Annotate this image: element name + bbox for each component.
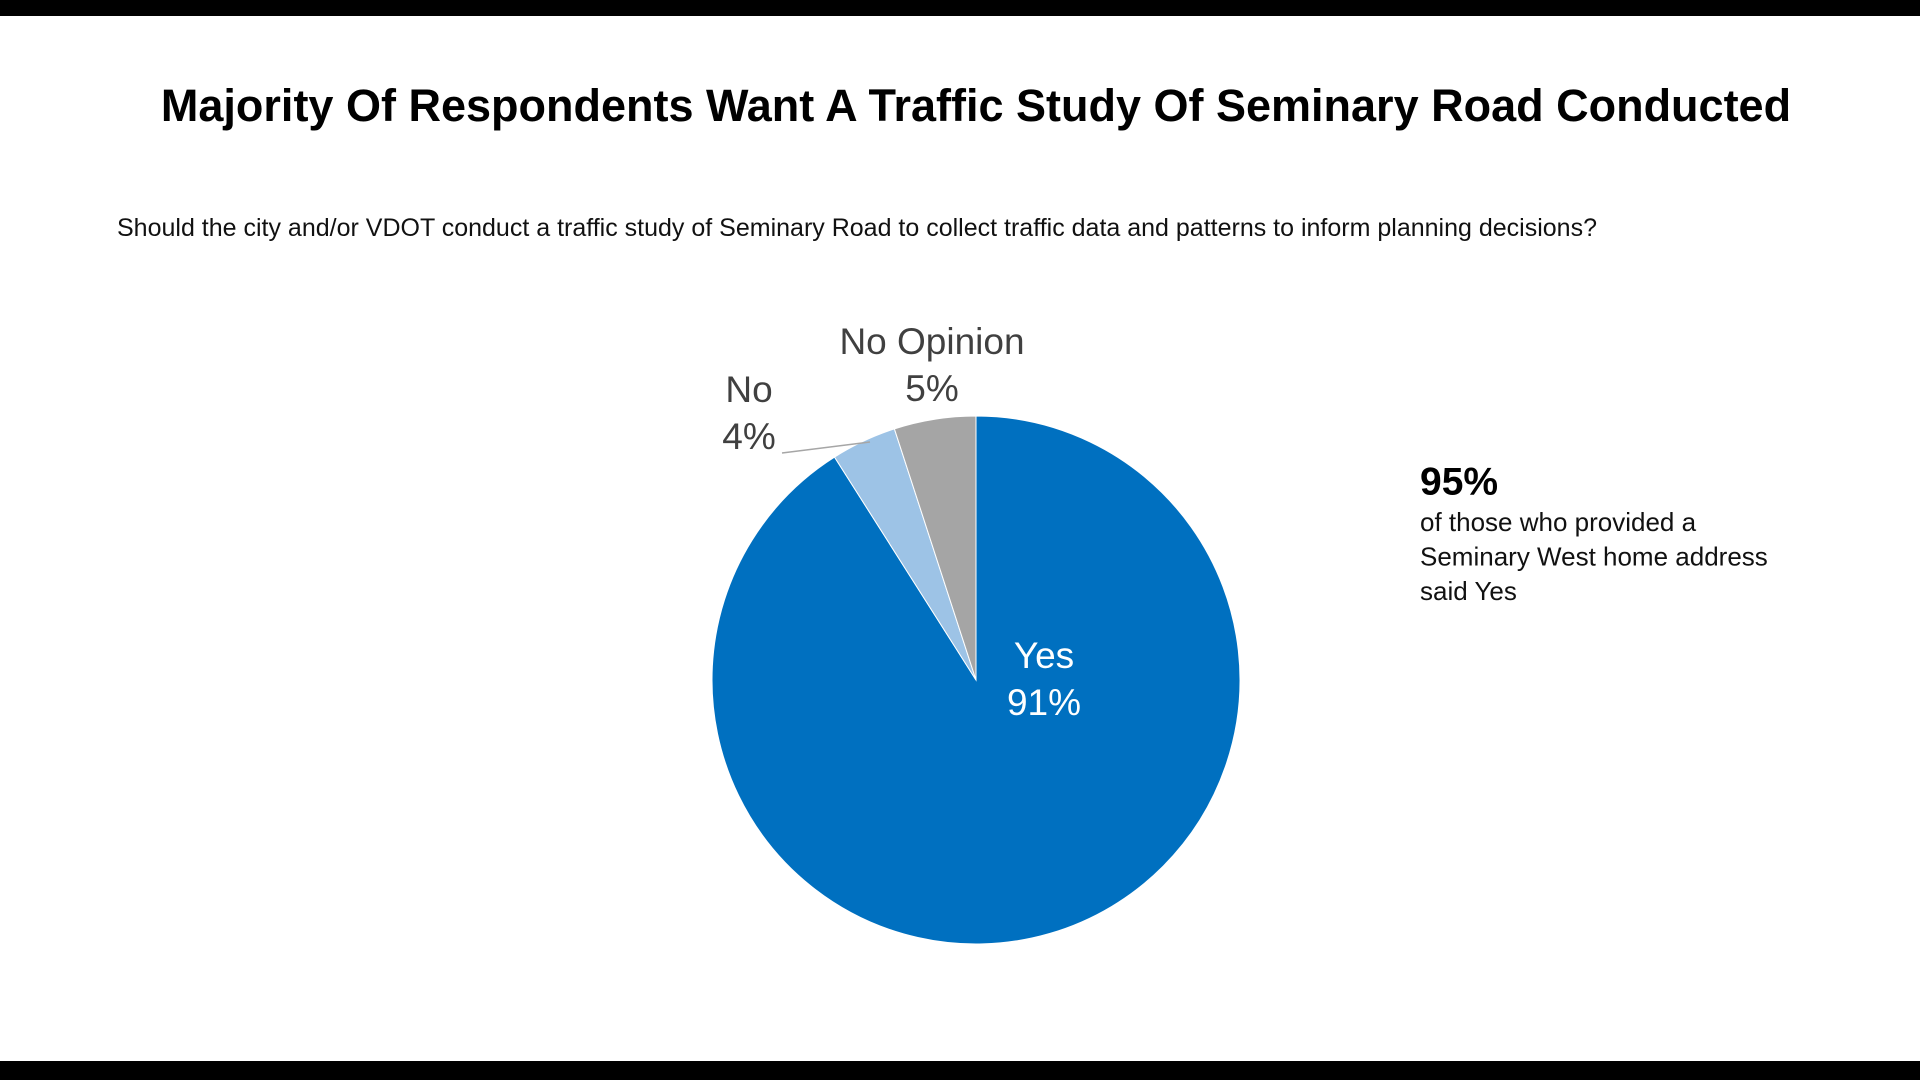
- annotation: 95% of those who provided a Seminary West …: [1420, 460, 1768, 606]
- chart-subtitle: Should the city and/or VDOT conduct a tr…: [117, 214, 1597, 242]
- annotation-value: 95%: [1420, 460, 1498, 503]
- slice-label: No Opinion: [839, 321, 1024, 362]
- value-label: 91%: [1007, 682, 1081, 723]
- slice-label: Yes: [1014, 635, 1074, 676]
- bottom-bar: [0, 1061, 1920, 1080]
- top-bar: [0, 0, 1920, 16]
- pie-slice: [893, 415, 977, 681]
- leader-line: [781, 441, 871, 454]
- chart-title: Majority Of Respondents Want A Traffic S…: [161, 80, 1791, 131]
- annotation-text: of those who provided a: [1420, 507, 1697, 537]
- value-label: 5%: [905, 368, 958, 409]
- annotation-text: Seminary West home address: [1420, 541, 1768, 571]
- slice-label: No: [725, 369, 772, 410]
- value-label: 4%: [722, 416, 775, 457]
- pie: Yes 91% No 4% No Opinion 5%: [711, 321, 1241, 945]
- annotation-text: said Yes: [1420, 576, 1517, 606]
